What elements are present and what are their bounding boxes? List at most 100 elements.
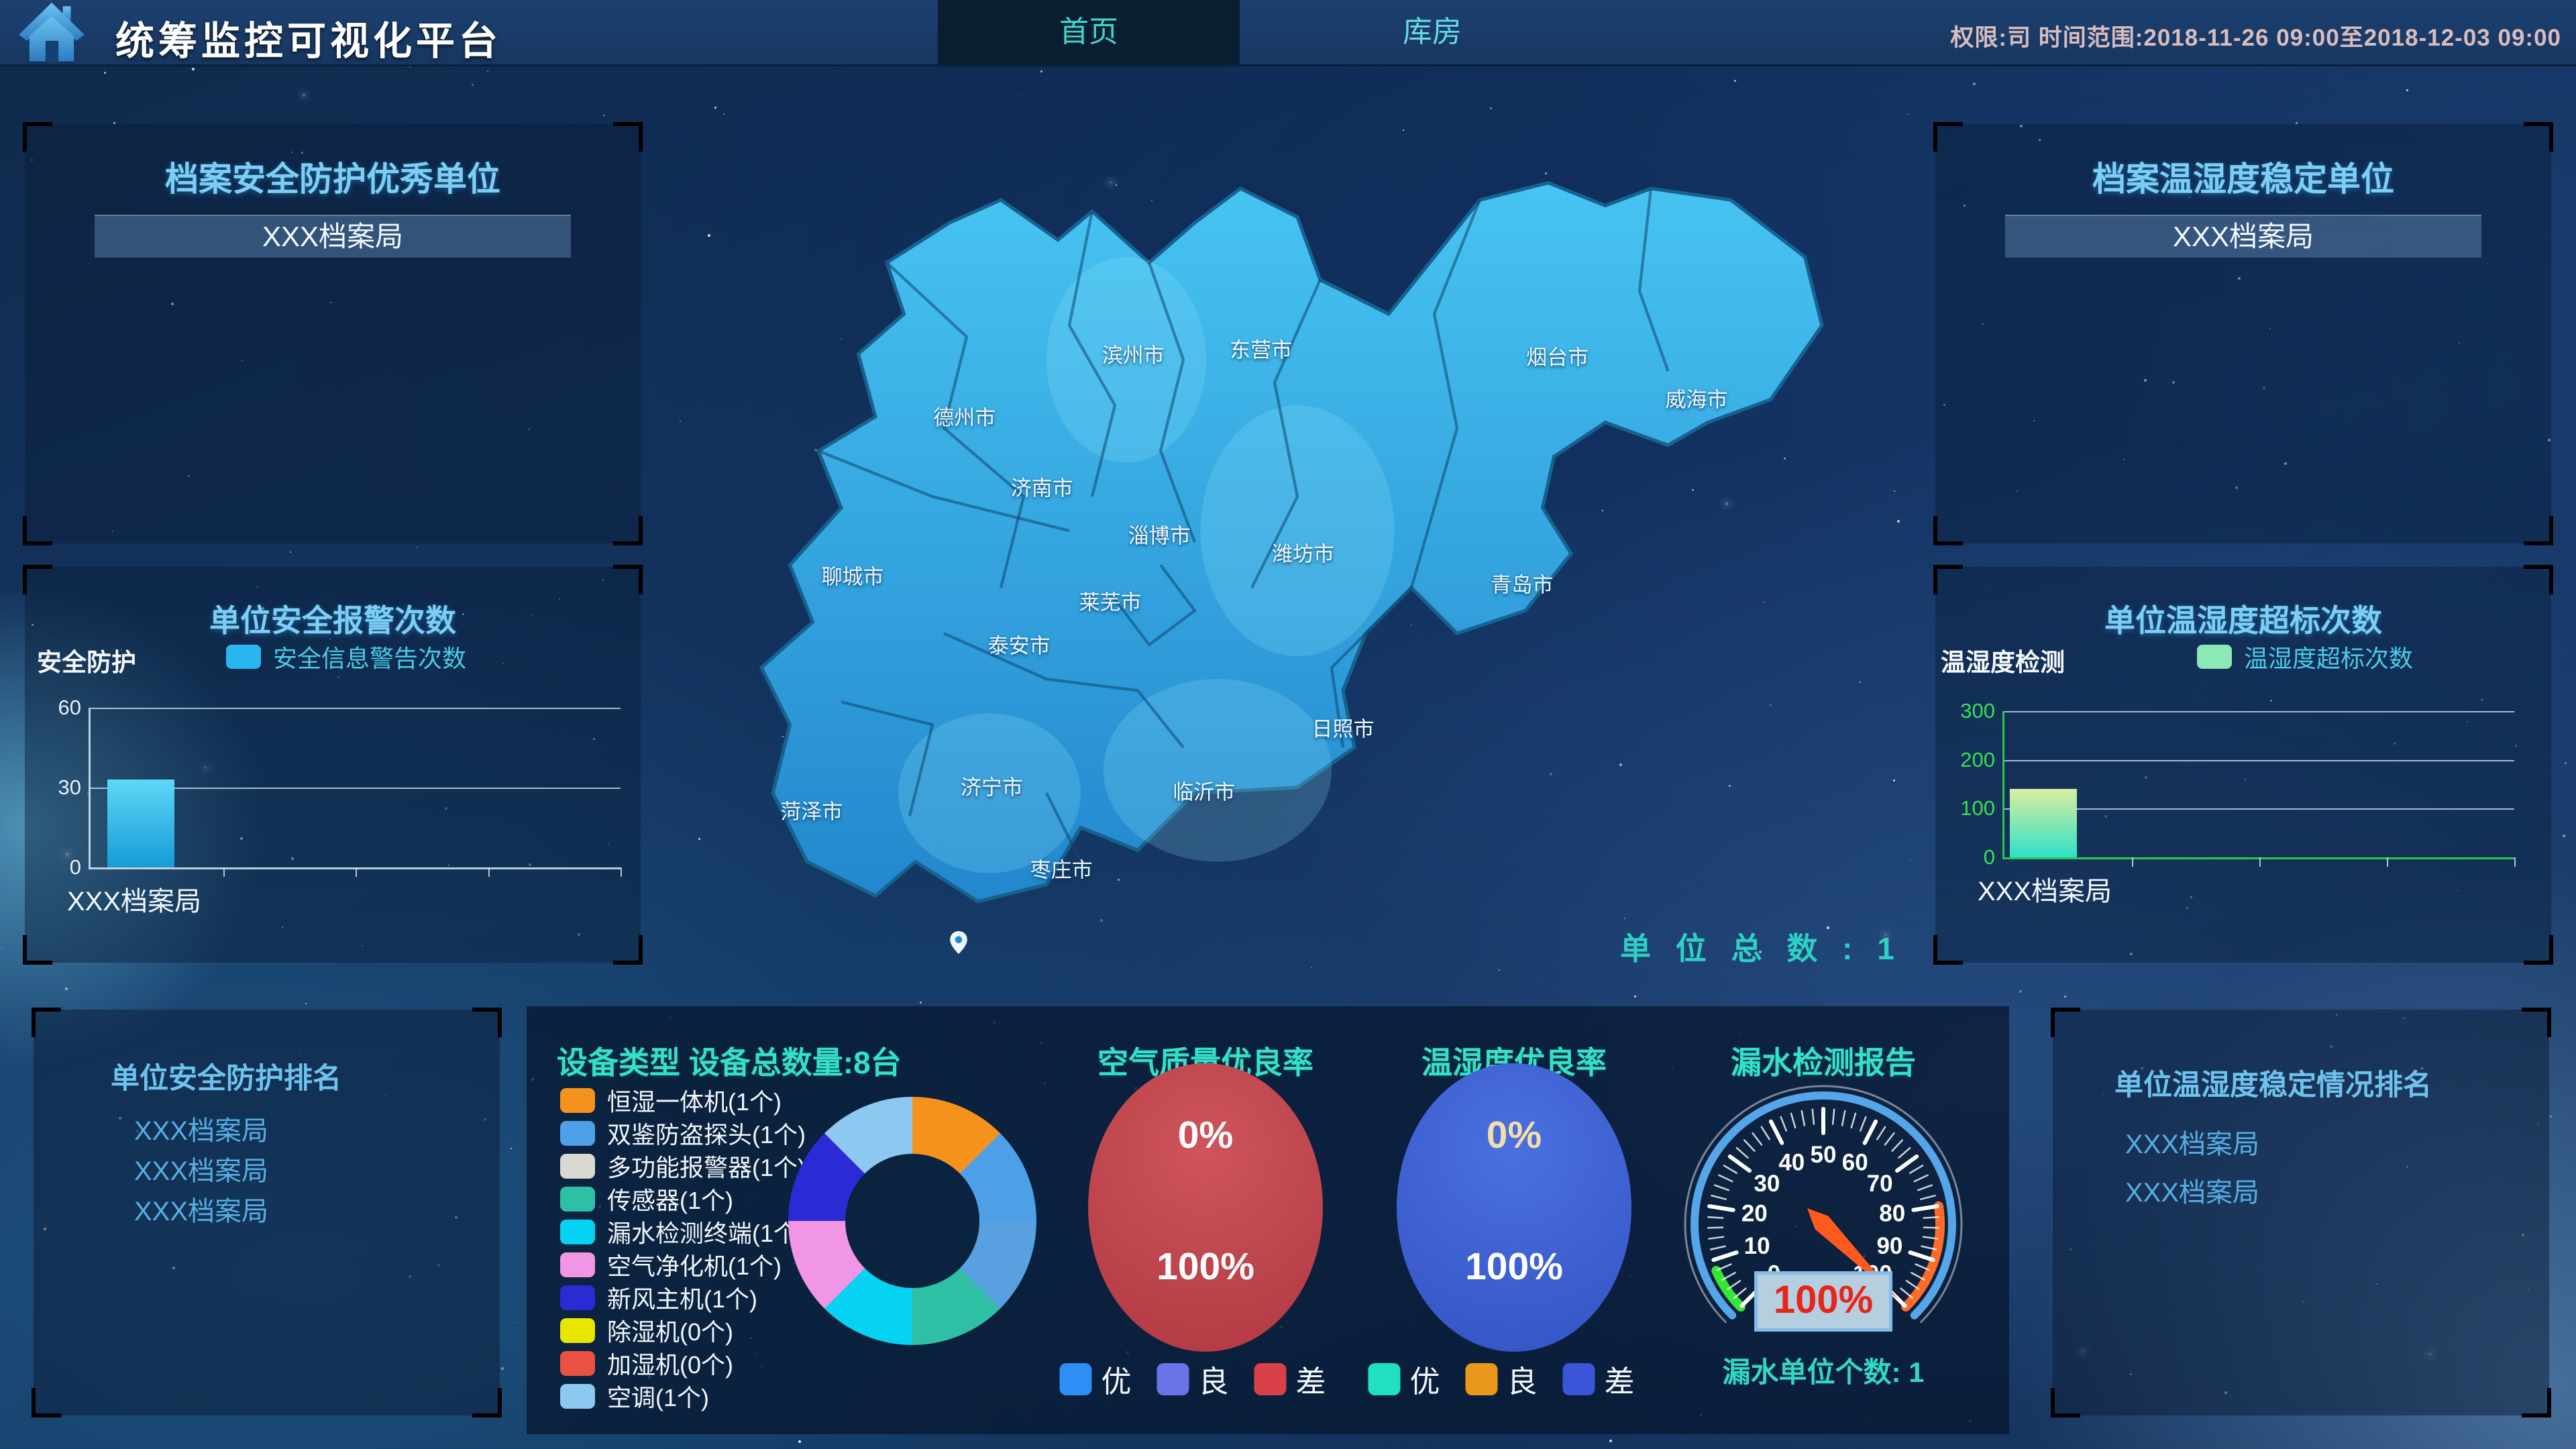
- device-legend-item[interactable]: 传感器(1个): [560, 1184, 733, 1214]
- map-city-label[interactable]: 德州市: [933, 400, 996, 431]
- device-legend-item[interactable]: 漏水检测终端(1个): [560, 1217, 806, 1246]
- map-city-label[interactable]: 滨州市: [1102, 339, 1165, 369]
- water-leak-gauge: 0102030405060708090100: [1669, 1070, 1978, 1385]
- device-legend-item[interactable]: 空气净化机(1个): [560, 1250, 782, 1279]
- map-city-label[interactable]: 济南市: [1011, 471, 1073, 501]
- map-city-label[interactable]: 东营市: [1230, 333, 1292, 363]
- legend-label: 温湿度超标次数: [2244, 639, 2413, 674]
- pie-legend-swatch[interactable]: [1059, 1363, 1091, 1395]
- chart-legend[interactable]: 温湿度超标次数: [2197, 639, 2413, 674]
- bar-category-label: XXX档案局: [67, 879, 201, 918]
- tab-warehouse[interactable]: 库房: [1288, 0, 1576, 64]
- pie-legend-label: 差: [1296, 1357, 1326, 1401]
- air-quality-pie: [1088, 1063, 1323, 1352]
- permission-timerange-text: 权限:司 时间范围:2018-11-26 09:00至2018-12-03 09…: [1950, 19, 2561, 53]
- tab-home[interactable]: 首页: [938, 0, 1240, 64]
- map-city-label[interactable]: 莱芜市: [1079, 585, 1142, 615]
- ranking-item[interactable]: XXX档案局: [2125, 1171, 2259, 1210]
- map-city-label[interactable]: 聊城市: [822, 560, 884, 590]
- chart-title: 单位温湿度超标次数: [1935, 596, 2551, 641]
- pie-legend-label: 优: [1409, 1357, 1440, 1401]
- map-city-label[interactable]: 临沂市: [1173, 775, 1235, 805]
- th-pie-legend: 优良差: [1368, 1357, 1660, 1401]
- panel-humidity-ranking: 单位温湿度稳定情况排名 XXX档案局 XXX档案局: [2053, 1010, 2549, 1415]
- map-city-label[interactable]: 菏泽市: [780, 794, 843, 824]
- header-bar: 统筹监控可视化平台 首页 库房 权限:司 时间范围:2018-11-26 09:…: [0, 0, 2576, 66]
- map-city-label[interactable]: 枣庄市: [1030, 853, 1093, 883]
- pie-value-label: 100%: [1157, 1244, 1254, 1289]
- gauge-value-box: 100%: [1754, 1271, 1892, 1332]
- pie-value-label: 0%: [1178, 1113, 1233, 1157]
- pie-legend-swatch[interactable]: [1465, 1363, 1497, 1395]
- svg-text:60: 60: [1842, 1149, 1868, 1175]
- unit-total-label: 单 位 总 数 : 1: [1620, 924, 1902, 969]
- panel-security-excellent-units: 档案安全防护优秀单位 XXX档案局: [25, 124, 641, 543]
- unit-item[interactable]: XXX档案局: [95, 215, 571, 258]
- devices-title: 设备类型 设备总数量:8台: [557, 1038, 902, 1083]
- panel-security-ranking: 单位安全防护排名 XXX档案局 XXX档案局 XXX档案局: [34, 1010, 500, 1415]
- pie-legend-swatch[interactable]: [1157, 1363, 1189, 1395]
- device-legend-item[interactable]: 双鉴防盗探头(1个): [560, 1118, 806, 1148]
- svg-text:90: 90: [1876, 1233, 1902, 1259]
- ranking-title: 单位安全防护排名: [111, 1055, 341, 1097]
- panel-title: 档案温湿度稳定单位: [1935, 152, 2551, 201]
- map-city-label[interactable]: 济宁市: [961, 770, 1023, 800]
- ranking-title: 单位温湿度稳定情况排名: [2114, 1062, 2432, 1104]
- device-legend-item[interactable]: 新风主机(1个): [560, 1283, 757, 1312]
- svg-text:30: 30: [1754, 1171, 1780, 1197]
- svg-text:40: 40: [1778, 1149, 1805, 1175]
- legend-swatch: [2197, 645, 2232, 669]
- map-city-label[interactable]: 威海市: [1666, 382, 1728, 413]
- map-city-label[interactable]: 泰安市: [988, 629, 1051, 659]
- axis-title: 安全防护: [37, 642, 136, 678]
- chart-title: 单位安全报警次数: [25, 596, 641, 641]
- bar-series: [2010, 789, 2077, 857]
- svg-text:80: 80: [1879, 1201, 1905, 1227]
- svg-text:10: 10: [1744, 1233, 1770, 1259]
- app-title: 统筹监控可视化平台: [115, 9, 502, 66]
- unit-item[interactable]: XXX档案局: [2005, 215, 2481, 258]
- home-icon[interactable]: [12, 1, 91, 63]
- ranking-item[interactable]: XXX档案局: [134, 1109, 268, 1148]
- panel-title: 档案安全防护优秀单位: [25, 152, 641, 201]
- svg-text:50: 50: [1811, 1142, 1837, 1168]
- location-pin-icon: [950, 931, 967, 954]
- device-legend-item[interactable]: 除湿机(0个): [560, 1316, 733, 1345]
- map-city-label[interactable]: 青岛市: [1491, 568, 1553, 598]
- donut-hole: [845, 1154, 979, 1288]
- pie-value-label: 100%: [1465, 1244, 1563, 1289]
- axis-title: 温湿度检测: [1941, 642, 2065, 678]
- pie-legend-label: 差: [1605, 1357, 1635, 1401]
- panel-devices-and-stats: 设备类型 设备总数量:8台 恒湿一体机(1个) 双鉴防盗探头(1个) 多功能报警器(…: [527, 1006, 2009, 1434]
- legend-swatch: [226, 645, 261, 669]
- panel-security-alarm-chart: 单位安全报警次数 安全防护 安全信息警告次数 0 30 60 XXX档案局: [25, 567, 641, 963]
- dashboard-root: 统筹监控可视化平台 首页 库房 权限:司 时间范围:2018-11-26 09:…: [0, 0, 2576, 1449]
- map-city-label[interactable]: 烟台市: [1526, 340, 1589, 370]
- pie-legend-label: 优: [1101, 1357, 1131, 1401]
- pie-legend-label: 良: [1198, 1357, 1228, 1401]
- svg-text:20: 20: [1741, 1201, 1768, 1227]
- gauge-footer: 漏水单位个数: 1: [1722, 1350, 1924, 1391]
- temp-humidity-pie: [1397, 1063, 1631, 1352]
- device-legend-item[interactable]: 恒湿一体机(1个): [560, 1085, 782, 1115]
- svg-text:70: 70: [1867, 1171, 1893, 1197]
- chart-legend[interactable]: 安全信息警告次数: [226, 639, 466, 674]
- pie-legend-swatch[interactable]: [1368, 1363, 1400, 1395]
- pie-legend-swatch[interactable]: [1563, 1363, 1595, 1395]
- device-legend-item[interactable]: 多功能报警器(1个): [560, 1151, 806, 1181]
- pie-legend-swatch[interactable]: [1254, 1363, 1287, 1395]
- panel-humidity-exceed-chart: 单位温湿度超标次数 温湿度检测 温湿度超标次数 0 100 200 300 XXX档案局: [1935, 567, 2551, 963]
- ranking-item[interactable]: XXX档案局: [2125, 1122, 2259, 1161]
- map-city-label[interactable]: 日照市: [1312, 712, 1375, 743]
- map-city-label[interactable]: 潍坊市: [1272, 537, 1334, 568]
- map-city-label[interactable]: 淄博市: [1128, 519, 1191, 549]
- legend-label: 安全信息警告次数: [273, 639, 466, 674]
- pie-legend-label: 良: [1507, 1357, 1537, 1401]
- ranking-item[interactable]: XXX档案局: [134, 1149, 268, 1188]
- device-legend-item[interactable]: 加湿机(0个): [560, 1348, 733, 1378]
- bar-chart-humidity: 0 100 200 300 XXX档案局: [2002, 711, 2514, 859]
- ranking-item[interactable]: XXX档案局: [134, 1189, 268, 1228]
- panel-humidity-stable-units: 档案温湿度稳定单位 XXX档案局: [1935, 124, 2551, 543]
- device-legend-item[interactable]: 空调(1个): [560, 1381, 709, 1411]
- shandong-province-map[interactable]: 德州市 滨州市 东营市 烟台市威海市济南市淄博市潍坊市聊城市莱芜市 泰安市 青岛市济宁市 日…: [704, 154, 1845, 939]
